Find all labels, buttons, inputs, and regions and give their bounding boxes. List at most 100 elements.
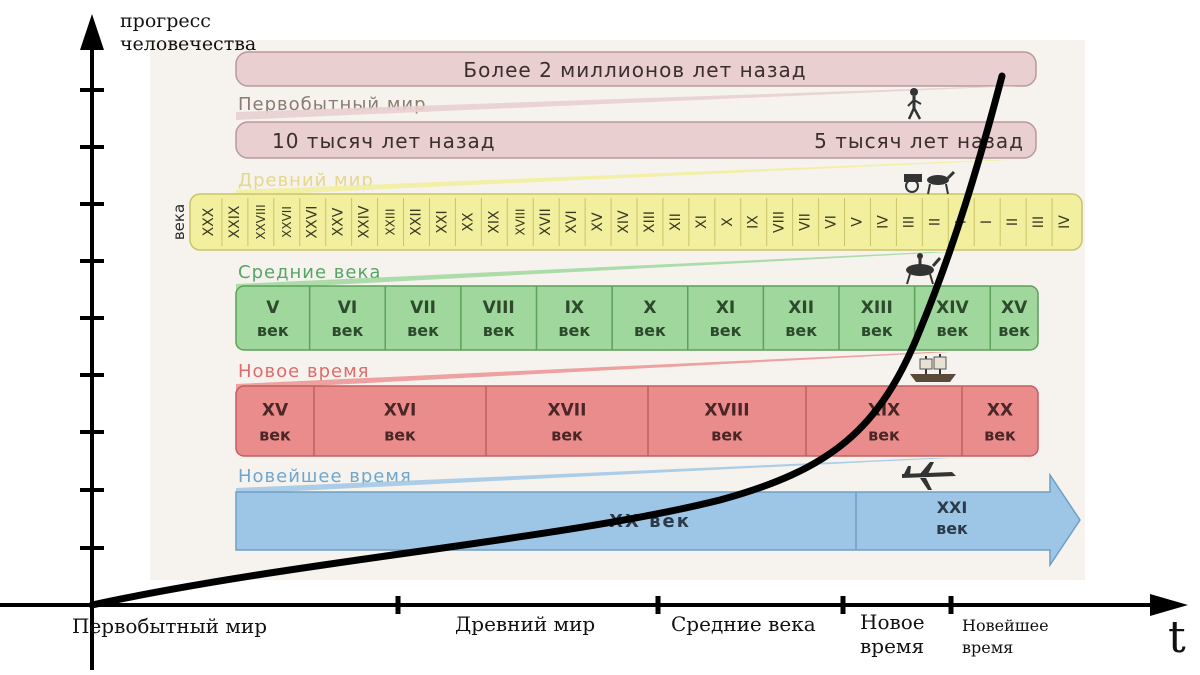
ancient-century: XXVIII	[254, 204, 268, 239]
ancient-century: XX	[460, 212, 476, 232]
ancient-century: III	[1031, 216, 1047, 228]
middle-century: IX	[565, 298, 584, 318]
ancient-century: XXVI	[305, 206, 321, 239]
new-unit: век	[868, 426, 900, 445]
sailing-ship-icon	[910, 354, 956, 382]
new-band	[235, 385, 1039, 457]
newest-arrow	[235, 472, 1081, 568]
ancient-century: XXIX	[227, 205, 243, 238]
ancient-century: VI	[824, 215, 840, 229]
ancient-band	[189, 193, 1083, 251]
ribbon-5	[236, 458, 950, 494]
ancient-century: X	[720, 217, 736, 227]
ancient-century: XVII	[538, 208, 554, 235]
era-title-newest: Новейшее время	[238, 466, 412, 487]
newest-unit-label: век	[936, 519, 968, 538]
ancient-century: I	[979, 220, 995, 224]
middle-unit: век	[558, 321, 590, 340]
ancient-century: XXV	[331, 207, 347, 236]
x-era-middle: Средние века	[671, 612, 816, 636]
ancient-century: XIV	[616, 210, 632, 234]
horse-rider-icon	[906, 253, 942, 285]
ancient-century: XVIII	[513, 208, 527, 235]
middle-century: X	[643, 298, 656, 318]
x-era-newest: Новейшее время	[962, 616, 1049, 657]
middle-unit: век	[710, 321, 742, 340]
ancient-side-label: века	[170, 204, 188, 240]
middle-century: VI	[338, 298, 357, 318]
x-era-new: Новое время	[860, 610, 925, 658]
ancient-century: XV	[590, 212, 606, 232]
new-century: XX	[987, 400, 1013, 420]
middle-unit: век	[998, 321, 1030, 340]
ancient-century: XXI	[434, 210, 450, 233]
ancient-century: XXIV	[357, 205, 373, 238]
era-title-middle: Средние века	[238, 262, 382, 283]
ancient-century: XIX	[486, 210, 502, 234]
x-era-ancient: Древний мир	[455, 612, 596, 636]
y-axis-label: прогресс человечества	[120, 10, 257, 55]
newest-next-label: XXI	[937, 498, 968, 517]
ancient-century: XXVII	[280, 206, 294, 238]
airplane-icon	[902, 462, 956, 490]
ancient-century: V	[850, 217, 866, 227]
ancient-century: IX	[746, 215, 762, 229]
new-century: XVII	[548, 400, 587, 420]
y-axis-ticks	[80, 88, 104, 550]
ancient-century: XXX	[201, 207, 217, 236]
ancient-century: VIII	[772, 211, 788, 233]
new-unit: век	[984, 426, 1016, 445]
middle-unit: век	[483, 321, 515, 340]
middle-century: VII	[410, 298, 436, 318]
x-era-primitive: Первобытный мир	[72, 614, 268, 638]
progress-curve	[88, 72, 1006, 609]
new-century: XV	[262, 400, 289, 420]
ancient-century: XI	[694, 215, 710, 229]
ancient-century: II	[1005, 218, 1021, 226]
ancient-century: IV	[1057, 215, 1073, 229]
row1-text: Более 2 миллионов лет назад	[463, 58, 806, 82]
ancient-century: XIII	[642, 211, 658, 233]
ancient-century: VII	[798, 213, 814, 231]
primitive-banner-1	[235, 51, 1037, 87]
ancient-century: III	[901, 216, 917, 228]
middle-unit: век	[634, 321, 666, 340]
ribbon-2	[236, 160, 1010, 196]
ancient-century: XXIII	[384, 208, 398, 235]
ribbon-4	[236, 352, 950, 390]
horse-cart-icon	[904, 170, 956, 195]
middle-unit: век	[332, 321, 364, 340]
new-unit: век	[259, 426, 291, 445]
middle-century: XII	[788, 298, 814, 318]
ribbon-3	[236, 252, 950, 290]
ancient-centuries: XXX XXIX XXVIII XXVII XXVI XXV XXIV XXIII XXII XX…	[201, 198, 1073, 246]
era-title-new: Новое время	[238, 361, 370, 382]
middle-century: VIII	[483, 298, 515, 318]
x-axis-label: t	[1168, 612, 1186, 663]
ancient-century: II	[927, 218, 943, 226]
middle-century: XIII	[861, 298, 893, 318]
middle-unit: век	[785, 321, 817, 340]
row2-right-text: 5 тысяч лет назад	[814, 129, 1024, 153]
new-unit: век	[551, 426, 583, 445]
middle-unit: век	[861, 321, 893, 340]
middle-unit: век	[937, 321, 969, 340]
ancient-century: XXII	[409, 208, 425, 235]
new-unit: век	[384, 426, 416, 445]
x-axis-ticks	[395, 596, 954, 614]
middle-century: XV	[1001, 298, 1028, 318]
new-century: XVIII	[704, 400, 749, 420]
middle-unit: век	[407, 321, 439, 340]
middle-unit: век	[257, 321, 289, 340]
new-unit: век	[711, 426, 743, 445]
middle-century: V	[266, 298, 280, 318]
ancient-century: IV	[875, 215, 891, 229]
x-axis-arrow	[1150, 594, 1188, 616]
y-axis-arrow	[80, 14, 104, 50]
ancient-century: XII	[668, 213, 684, 231]
ribbon-1	[236, 86, 1020, 120]
era-title-ancient: Древний мир	[238, 170, 374, 191]
